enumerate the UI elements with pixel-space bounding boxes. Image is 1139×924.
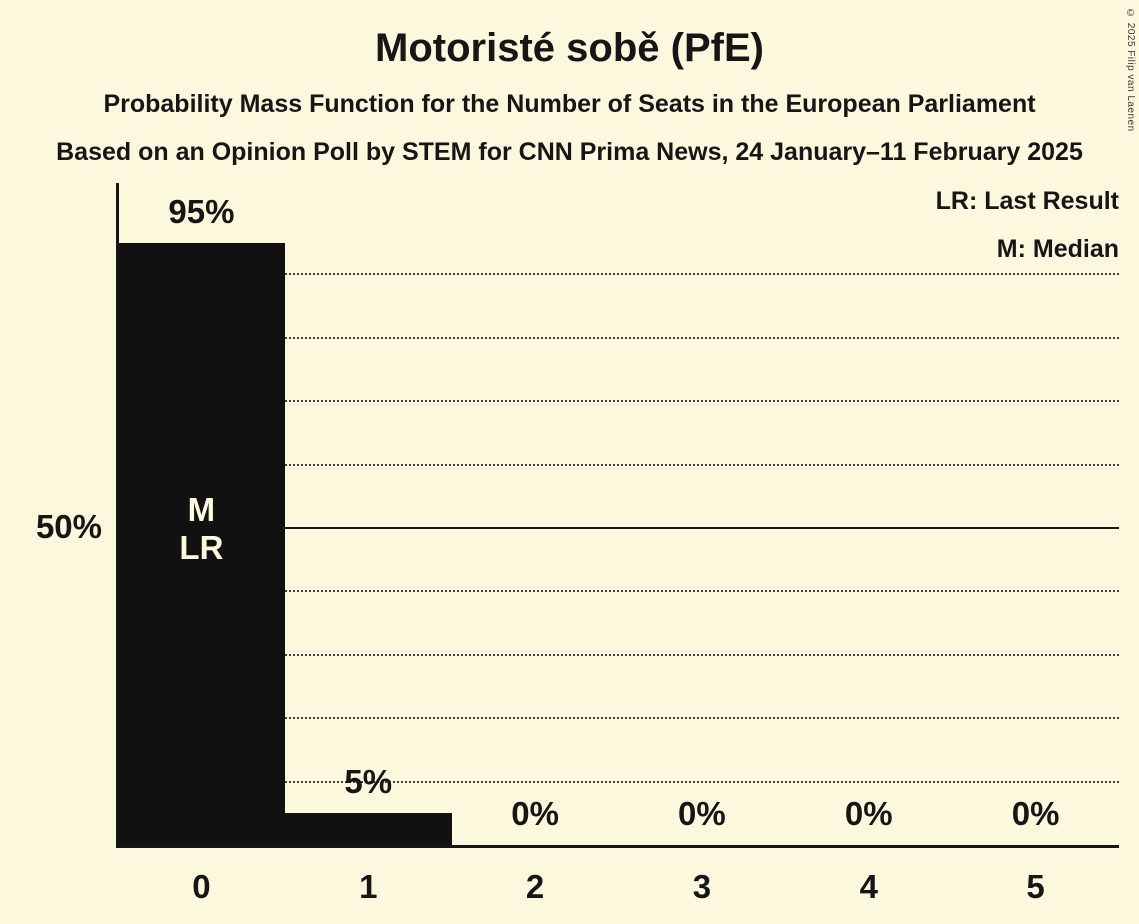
gridline — [118, 590, 1119, 593]
bar-value-label: 0% — [511, 795, 559, 832]
bar-value-label: 0% — [844, 795, 893, 832]
chart-subtitle: Probability Mass Function for the Number… — [103, 90, 1036, 118]
bar-value-label: 0% — [1011, 795, 1060, 832]
bar — [118, 242, 285, 845]
bar-value-label: 5% — [344, 763, 393, 801]
bar — [284, 813, 452, 845]
x-axis-line — [116, 845, 1119, 848]
chart-source-line: Based on an Opinion Poll by STEM for CNN… — [56, 138, 1083, 166]
x-axis-tick-label: 3 — [692, 868, 712, 905]
bar-value-label: 0% — [678, 795, 726, 832]
gridline — [118, 273, 1119, 276]
gridline — [118, 780, 1119, 783]
gridline — [118, 400, 1119, 403]
x-axis-tick-label: 0 — [192, 868, 211, 905]
y-axis-line — [116, 183, 119, 848]
copyright-notice: © 2025 Filip van Laenen — [1125, 8, 1136, 132]
y-axis-tick-label: 50% — [35, 508, 102, 545]
chart-title: Motoristé sobě (PfE) — [375, 26, 764, 70]
bar-value-label: 95% — [168, 192, 235, 230]
x-axis-tick-label: 4 — [859, 868, 878, 905]
gridline — [118, 336, 1119, 339]
x-axis-tick-label: 5 — [1026, 868, 1045, 905]
median-last-result-annotation: M LR — [179, 491, 224, 566]
legend-last-result: LR: Last Result — [935, 187, 1119, 215]
gridline — [118, 653, 1119, 656]
x-axis-tick-label: 1 — [359, 868, 378, 905]
x-axis-tick-label: 2 — [525, 868, 545, 905]
gridline — [118, 463, 1119, 466]
gridline — [118, 717, 1119, 720]
legend-median: M: Median — [996, 235, 1119, 263]
fifty-percent-line — [118, 527, 1119, 529]
